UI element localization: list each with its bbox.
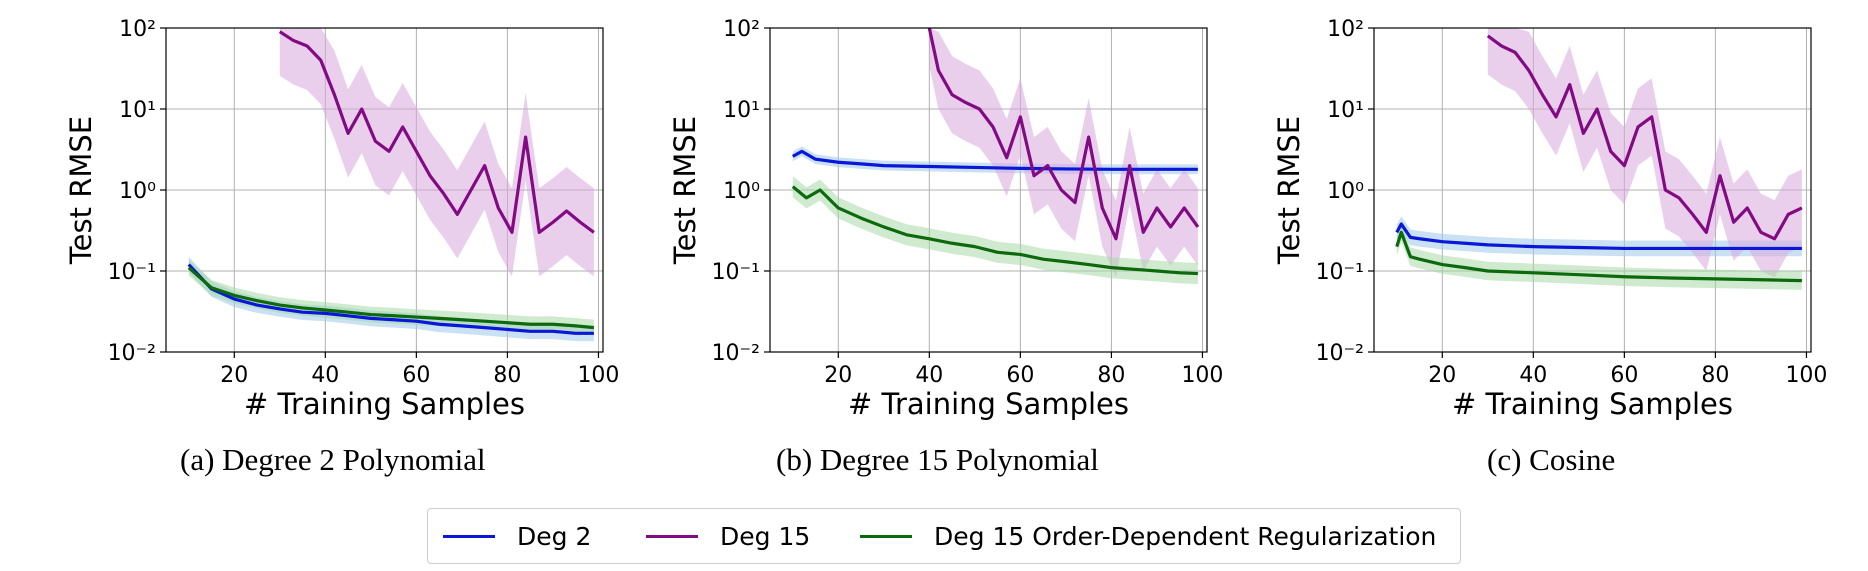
x-tick-label: 20 (824, 363, 852, 388)
y-tick-label: 10⁻² (712, 341, 760, 366)
line-deg2 (791, 149, 1198, 171)
x-tick-label: 80 (1097, 363, 1125, 388)
line-deg15 (278, 30, 595, 234)
plot-area (791, 28, 1200, 285)
y-tick-label: 10⁰ (723, 179, 760, 204)
legend-label-deg15: Deg 15 (720, 521, 811, 551)
y-tick-label: 10⁻¹ (108, 260, 156, 285)
legend-item-deg2: Deg 2 (443, 509, 591, 563)
y-tick-label: 10⁻¹ (712, 260, 760, 285)
line-deg15_odr (791, 185, 1198, 276)
x-tick-label: 40 (1519, 363, 1547, 388)
y-axis-label: Test RMSE (668, 116, 702, 265)
x-axis-label: # Training Samples (1452, 387, 1733, 421)
band-deg15_odr (188, 259, 594, 336)
panel-1: 20 40 60 80 100 10⁻² 10⁻¹ 10⁰ 10¹ 10² # Training S… (64, 17, 619, 421)
caption-b: (b) Degree 15 Polynomial (776, 442, 1099, 477)
x-tick-label: 60 (1006, 363, 1034, 388)
band-deg15_odr (792, 176, 1198, 285)
x-tick-label: 60 (402, 363, 430, 388)
legend-label-deg2: Deg 2 (517, 521, 592, 551)
line-deg15_odr (187, 266, 595, 330)
line-deg15 (1486, 34, 1803, 241)
x-tick-label: 80 (493, 363, 521, 388)
panel-3: 20 40 60 80 100 10⁻² 10⁻¹ 10⁰ 10¹ 10² # Training S… (1272, 17, 1827, 421)
caption-c: (c) Cosine (1487, 442, 1616, 477)
band-deg15_odr (1396, 223, 1802, 290)
x-tick-label: 40 (311, 363, 339, 388)
x-tick-label: 20 (1428, 363, 1456, 388)
x-tick-label: 100 (1181, 363, 1223, 388)
y-tick-label: 10² (119, 17, 156, 42)
legend-item-deg15: Deg 15 (646, 509, 810, 563)
plot-area (1395, 28, 1803, 290)
y-axis-label: Test RMSE (1272, 116, 1306, 265)
x-tick-label: 100 (1785, 363, 1827, 388)
y-tick-label: 10¹ (723, 98, 760, 123)
y-tick-label: 10⁻¹ (1316, 260, 1364, 285)
legend-swatch-deg15-odr (860, 534, 912, 538)
y-tick-label: 10⁻² (108, 341, 156, 366)
x-tick-label: 20 (220, 363, 248, 388)
y-axis-label: Test RMSE (64, 116, 98, 265)
y-tick-label: 10¹ (1327, 98, 1364, 123)
band-deg15 (929, 28, 1198, 278)
caption-a: (a) Degree 2 Polynomial (180, 442, 486, 477)
plot-area (187, 28, 595, 342)
line-deg2 (1395, 222, 1802, 251)
x-tick-label: 80 (1701, 363, 1729, 388)
band-deg15 (279, 28, 594, 277)
x-tick-label: 100 (577, 363, 619, 388)
legend-swatch-deg2 (443, 534, 495, 538)
x-tick-label: 60 (1610, 363, 1638, 388)
legend-label-deg15-odr: Deg 15 Order-Dependent Regularization (934, 521, 1437, 551)
legend: Deg 2 Deg 15 Deg 15 Order-Dependent Regu… (427, 508, 1461, 564)
line-deg2 (187, 263, 594, 335)
legend-swatch-deg15 (646, 534, 698, 538)
y-tick-label: 10² (723, 17, 760, 42)
y-tick-label: 10⁻² (1316, 341, 1364, 366)
line-deg15_odr (1395, 230, 1802, 283)
line-deg15 (927, 28, 1200, 241)
y-tick-label: 10⁰ (1327, 179, 1364, 204)
y-tick-label: 10⁰ (119, 179, 156, 204)
legend-item-deg15-odr: Deg 15 Order-Dependent Regularization (860, 509, 1436, 563)
y-tick-label: 10² (1327, 17, 1364, 42)
y-tick-label: 10¹ (119, 98, 156, 123)
x-axis-label: # Training Samples (244, 387, 525, 421)
panel-2: 20 40 60 80 100 10⁻² 10⁻¹ 10⁰ 10¹ 10² # Training S… (668, 17, 1223, 421)
x-tick-label: 40 (915, 363, 943, 388)
x-axis-label: # Training Samples (848, 387, 1129, 421)
